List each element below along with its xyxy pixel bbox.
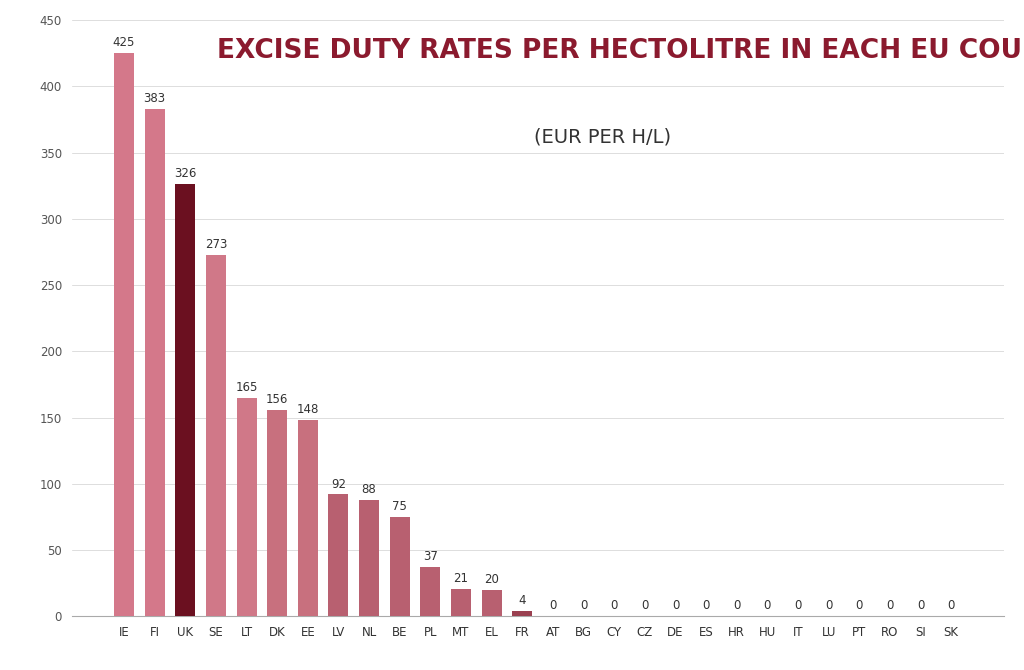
Text: 0: 0	[641, 600, 648, 612]
Text: 88: 88	[361, 483, 377, 496]
Text: 0: 0	[610, 600, 617, 612]
Bar	[298, 420, 317, 616]
Text: 21: 21	[454, 572, 469, 585]
Text: 425: 425	[113, 36, 135, 50]
Text: 0: 0	[856, 600, 863, 612]
Text: 4: 4	[518, 594, 526, 607]
Text: 0: 0	[825, 600, 833, 612]
Text: 0: 0	[702, 600, 710, 612]
Text: 383: 383	[143, 92, 166, 105]
Text: 0: 0	[947, 600, 955, 612]
Text: 20: 20	[484, 573, 499, 586]
Bar	[175, 184, 196, 616]
Bar	[421, 567, 440, 616]
Text: 156: 156	[266, 393, 289, 406]
Text: 0: 0	[886, 600, 894, 612]
Text: 0: 0	[916, 600, 925, 612]
Text: (EUR PER H/L): (EUR PER H/L)	[535, 127, 672, 147]
Text: 273: 273	[205, 238, 227, 251]
Bar	[329, 494, 348, 616]
Text: 0: 0	[795, 600, 802, 612]
Text: 0: 0	[764, 600, 771, 612]
Text: 148: 148	[297, 403, 319, 416]
Bar	[144, 109, 165, 616]
Text: 0: 0	[549, 600, 557, 612]
Bar	[267, 409, 287, 616]
Text: 326: 326	[174, 168, 197, 180]
Text: 0: 0	[733, 600, 740, 612]
Bar	[114, 53, 134, 616]
Text: EXCISE DUTY RATES PER HECTOLITRE IN EACH EU COUNTRY: EXCISE DUTY RATES PER HECTOLITRE IN EACH…	[217, 38, 1024, 64]
Text: 0: 0	[672, 600, 679, 612]
Text: 37: 37	[423, 550, 438, 563]
Bar	[481, 590, 502, 616]
Bar	[206, 255, 226, 616]
Bar	[512, 611, 532, 616]
Bar	[359, 500, 379, 616]
Text: 75: 75	[392, 500, 408, 513]
Bar	[237, 398, 256, 616]
Text: 165: 165	[236, 381, 258, 394]
Bar	[451, 588, 471, 616]
Bar	[390, 517, 410, 616]
Text: 92: 92	[331, 478, 346, 490]
Text: 0: 0	[580, 600, 587, 612]
